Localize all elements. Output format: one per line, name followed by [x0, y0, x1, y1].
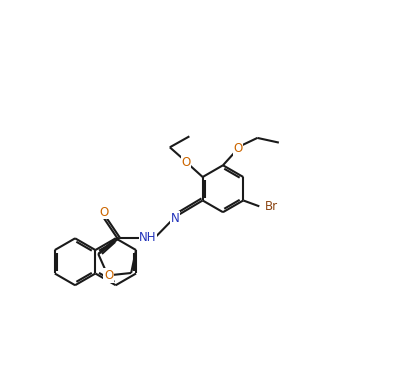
Text: O: O	[104, 269, 113, 282]
Text: O: O	[182, 156, 191, 169]
Text: N: N	[171, 211, 180, 225]
Text: O: O	[99, 206, 109, 219]
Text: NH: NH	[139, 231, 157, 244]
Text: Br: Br	[265, 200, 278, 213]
Text: O: O	[233, 142, 243, 155]
